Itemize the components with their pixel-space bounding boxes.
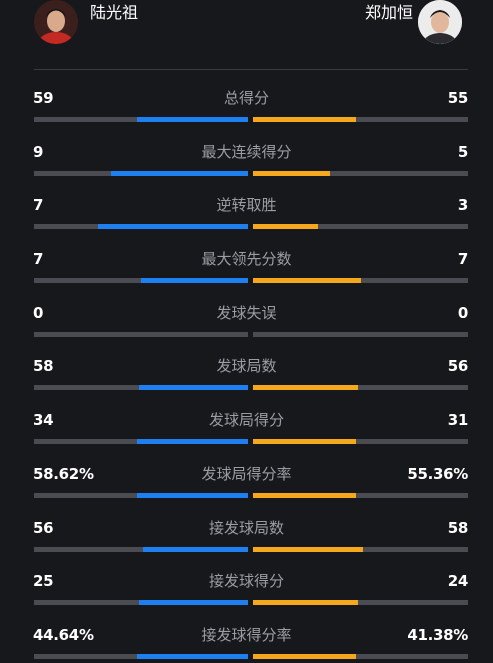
header-divider bbox=[34, 69, 468, 70]
stat-left-value: 9 bbox=[33, 142, 44, 161]
stat-label: 总得分 bbox=[223, 89, 269, 107]
stat-left-bar bbox=[34, 385, 248, 391]
stat-left-value: 58.62% bbox=[33, 464, 94, 483]
stat-right-bar-fill bbox=[253, 653, 357, 659]
stat-right-bar-fill bbox=[253, 385, 359, 391]
stat-right-bar bbox=[253, 278, 468, 284]
stat-label: 接发球得分率 bbox=[201, 625, 292, 644]
stat-label: 逆转取胜 bbox=[216, 196, 277, 215]
stat-left-bar-fill bbox=[141, 278, 248, 284]
stat-right-value: 56 bbox=[447, 357, 469, 376]
stat-row: 7 最大领先分数 7 bbox=[0, 233, 493, 287]
stat-label: 发球失误 bbox=[216, 303, 277, 322]
stat-right-bar-fill bbox=[253, 600, 359, 606]
stat-row: 0 发球失误 0 bbox=[0, 287, 493, 341]
player-left-photo-icon bbox=[34, 0, 78, 44]
stat-right-value: 24 bbox=[447, 572, 469, 591]
stat-left-bar-fill bbox=[136, 117, 248, 122]
stat-left-bar bbox=[34, 600, 248, 606]
stat-right-value: 7 bbox=[457, 250, 468, 269]
stat-left-bar-fill bbox=[136, 492, 248, 498]
stat-right-value: 41.38% bbox=[407, 625, 468, 644]
player-left-name[interactable]: 陆光祖 bbox=[90, 3, 139, 22]
stat-right-bar bbox=[253, 117, 468, 122]
stat-right-bar bbox=[253, 331, 468, 337]
stat-left-bar bbox=[34, 331, 248, 337]
stat-right-bar bbox=[253, 439, 468, 445]
stat-right-bar-fill bbox=[253, 170, 331, 176]
player-right-photo-icon bbox=[418, 0, 462, 44]
player-left-avatar[interactable] bbox=[34, 0, 78, 44]
stat-left-bar-fill bbox=[136, 653, 248, 659]
stat-right-bar-fill bbox=[253, 117, 357, 122]
stat-label: 最大领先分数 bbox=[201, 250, 292, 269]
stat-right-bar bbox=[253, 385, 468, 391]
stat-right-bar bbox=[253, 170, 468, 176]
stat-right-bar bbox=[253, 492, 468, 498]
stat-left-value: 56 bbox=[33, 518, 54, 537]
stat-row: 59 总得分 55 bbox=[0, 72, 493, 126]
stat-right-bar-fill bbox=[253, 439, 357, 445]
stat-row: 44.64% 接发球得分率 41.38% bbox=[0, 609, 493, 663]
stat-right-value: 0 bbox=[457, 303, 468, 322]
stat-right-value: 31 bbox=[447, 411, 469, 430]
stat-label: 接发球局数 bbox=[208, 518, 284, 537]
stat-label: 发球局得分率 bbox=[201, 464, 292, 483]
stat-row: 34 发球局得分 31 bbox=[0, 394, 493, 448]
stat-left-bar-fill bbox=[138, 385, 248, 391]
player-right-avatar[interactable] bbox=[418, 0, 462, 44]
stat-right-bar bbox=[253, 546, 468, 552]
stat-left-bar bbox=[34, 170, 248, 176]
stat-right-bar bbox=[253, 224, 468, 230]
stat-right-bar-fill bbox=[253, 546, 363, 552]
stat-label: 最大连续得分 bbox=[201, 142, 292, 161]
stat-row: 7 逆转取胜 3 bbox=[0, 179, 493, 233]
stat-left-bar-fill bbox=[138, 600, 248, 606]
stat-right-value: 58 bbox=[447, 518, 469, 537]
stat-left-value: 59 bbox=[33, 89, 54, 107]
stat-row: 58 发球局数 56 bbox=[0, 340, 493, 394]
stat-left-value: 7 bbox=[33, 196, 44, 215]
stat-row: 56 接发球局数 58 bbox=[0, 502, 493, 556]
stat-right-value: 55.36% bbox=[407, 464, 468, 483]
stat-left-bar-fill bbox=[136, 439, 248, 445]
stat-left-bar bbox=[34, 546, 248, 552]
stat-left-value: 34 bbox=[33, 411, 54, 430]
stat-left-bar bbox=[34, 439, 248, 445]
stat-right-value: 3 bbox=[457, 196, 468, 215]
stat-left-bar bbox=[34, 492, 248, 498]
stats-list: 59 总得分 55 9 最大连续得分 5 7 逆转取胜 3 7 最大领先分数 7 0 发球失误 0 58 发球局… bbox=[0, 72, 493, 663]
stat-left-bar bbox=[34, 278, 248, 284]
stat-left-bar bbox=[34, 224, 248, 230]
stat-right-bar-fill bbox=[253, 278, 361, 284]
stat-right-bar bbox=[253, 600, 468, 606]
stat-right-value: 55 bbox=[447, 89, 469, 107]
stat-left-bar bbox=[34, 653, 248, 659]
player-right-name[interactable]: 郑加恒 bbox=[364, 3, 413, 22]
stat-left-bar-fill bbox=[98, 224, 248, 230]
stat-label: 发球局得分 bbox=[208, 411, 284, 430]
stat-right-bar-fill bbox=[253, 224, 318, 230]
stat-row: 58.62% 发球局得分率 55.36% bbox=[0, 448, 493, 502]
stat-row: 9 最大连续得分 5 bbox=[0, 126, 493, 180]
stat-left-bar-fill bbox=[111, 170, 248, 176]
stat-right-bar-fill bbox=[253, 492, 357, 498]
stat-row: 25 接发球得分 24 bbox=[0, 555, 493, 609]
stat-left-bar bbox=[34, 117, 248, 122]
stat-left-value: 44.64% bbox=[33, 625, 94, 644]
stat-label: 接发球得分 bbox=[208, 572, 284, 591]
stat-label: 发球局数 bbox=[216, 357, 277, 376]
stat-left-value: 58 bbox=[33, 357, 54, 376]
stat-left-value: 25 bbox=[33, 572, 54, 591]
stat-left-value: 7 bbox=[33, 250, 44, 269]
stat-left-bar-fill bbox=[143, 546, 248, 552]
match-header: 陆光祖 郑加恒 bbox=[0, 0, 493, 70]
stat-right-bar bbox=[253, 653, 468, 659]
stat-left-value: 0 bbox=[33, 303, 44, 322]
stat-right-value: 5 bbox=[457, 142, 468, 161]
